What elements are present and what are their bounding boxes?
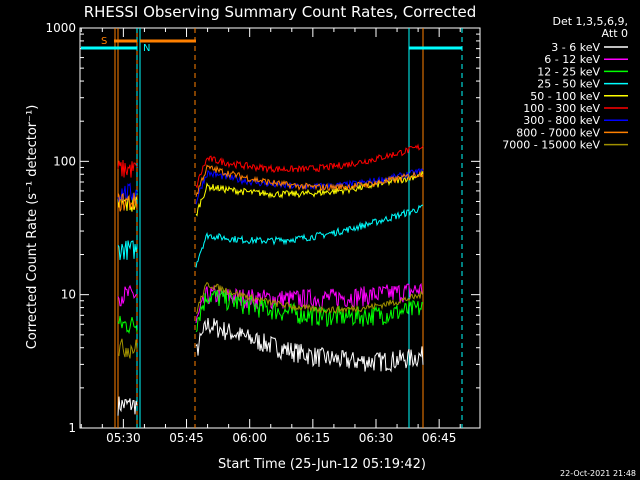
series-line: [117, 315, 138, 335]
legend-label: 7000 - 15000 keV: [502, 139, 600, 152]
y-tick-label: 1000: [45, 21, 76, 35]
x-tick-label: 05:45: [169, 431, 204, 445]
chart-title: RHESSI Observing Summary Count Rates, Co…: [84, 3, 477, 21]
y-axis-label: Corrected Count Rate (s⁻¹ detector⁻¹): [25, 105, 40, 350]
x-axis-label: Start Time (25-Jun-12 05:19:42): [218, 457, 426, 472]
series-line: [117, 338, 138, 359]
legend-label: 6 - 12 keV: [544, 53, 600, 66]
legend-label: 12 - 25 keV: [537, 65, 600, 78]
series-line: [195, 282, 424, 323]
x-tick-label: 05:30: [106, 431, 141, 445]
x-tick-label: 06:15: [296, 431, 331, 445]
legend-header-det: Det 1,3,5,6,9,: [552, 15, 628, 28]
x-tick-label: 06:30: [359, 431, 394, 445]
y-tick-label: 100: [53, 154, 76, 168]
series-line: [195, 317, 424, 373]
legend-label: 25 - 50 keV: [537, 78, 600, 91]
x-tick-label: 06:00: [232, 431, 267, 445]
saa-flag-label: S: [101, 36, 107, 47]
x-tick-label: 06:45: [422, 431, 457, 445]
series-line: [195, 281, 424, 315]
series-line: [117, 284, 138, 307]
night-flag-label: N: [143, 43, 150, 54]
series-line: [117, 159, 138, 178]
series-line: [195, 204, 424, 268]
series-line: [195, 164, 424, 197]
series-line: [117, 396, 138, 416]
y-tick-label: 10: [61, 288, 76, 302]
plot-area: 1 10 100 1000 05:30 05:45 06:00 06:15 06:30 06:45…: [45, 21, 481, 445]
legend-label: 800 - 7000 keV: [516, 126, 600, 139]
series-line: [195, 167, 424, 205]
y-tick-label: 1: [68, 421, 76, 435]
series-line: [195, 289, 424, 333]
legend-header-att: Att 0: [602, 27, 628, 40]
timestamp: 22-Oct-2021 21:48: [560, 469, 636, 478]
legend-label: 300 - 800 keV: [523, 114, 600, 127]
series-line: [117, 240, 138, 261]
legend-label: 50 - 100 keV: [530, 90, 600, 103]
legend-label: 3 - 6 keV: [551, 41, 600, 54]
series-line: [117, 192, 138, 212]
series-line: [195, 143, 424, 189]
plot-frame: [79, 27, 481, 429]
legend-label: 100 - 300 keV: [523, 102, 600, 115]
